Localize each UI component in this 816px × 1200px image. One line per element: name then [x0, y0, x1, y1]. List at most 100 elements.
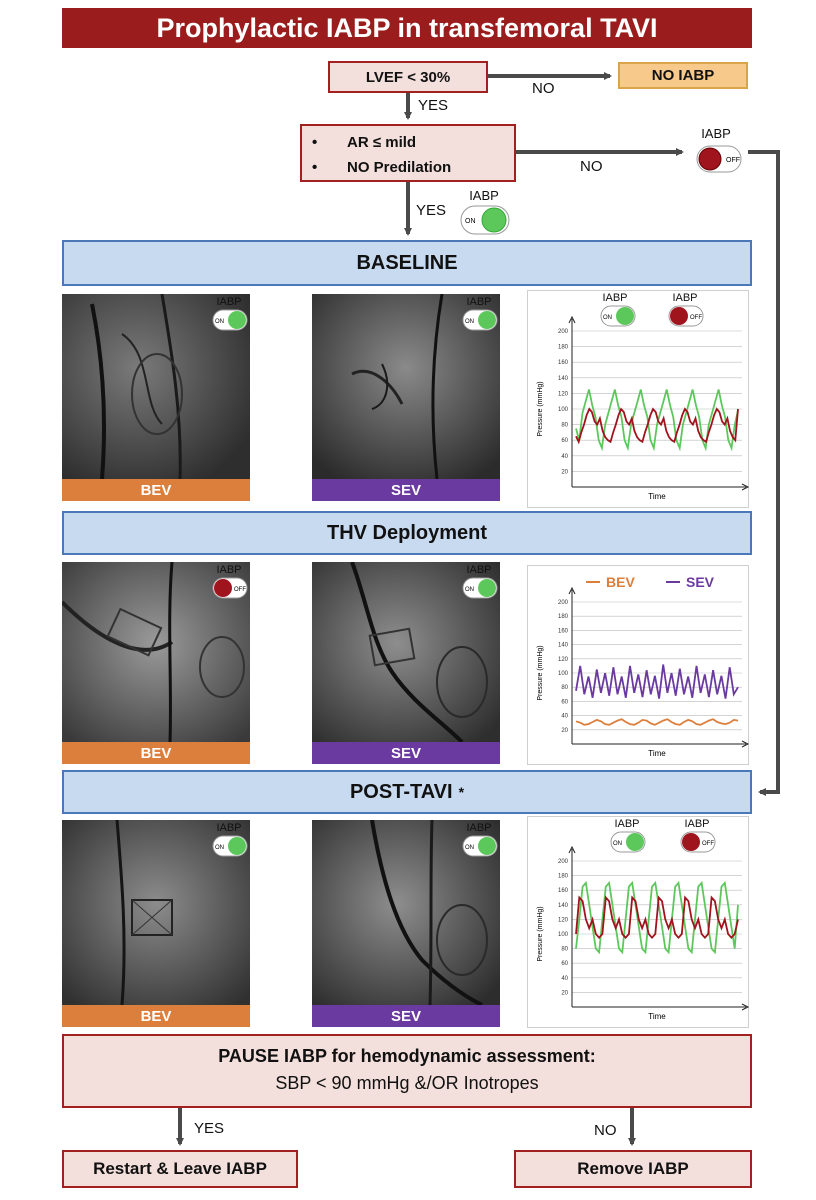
- on-text: ON: [613, 841, 622, 847]
- y-tick-label: 160: [558, 628, 569, 634]
- x-axis-arrow: [741, 740, 750, 748]
- no-label-1: NO: [532, 80, 555, 97]
- on-text: ON: [465, 218, 476, 225]
- y-tick-label: 40: [561, 454, 568, 460]
- post-tavi-band: POST-TAVI *: [62, 770, 752, 814]
- y-tick-label: 200: [558, 329, 569, 335]
- y-tick-label: 100: [558, 932, 569, 938]
- y-tick-label: 140: [558, 376, 569, 382]
- series-line-iabp-on: [575, 389, 739, 452]
- iabp-label: IABP: [216, 564, 242, 576]
- iabp-toggle-off: OFF: [212, 577, 248, 604]
- iabp-toggle-on: ON: [600, 305, 636, 332]
- y-tick-label: 160: [558, 360, 569, 366]
- baseline-sev-image: [312, 294, 500, 479]
- y-axis-label: Pressure (mmHg): [537, 381, 544, 436]
- x-axis-label: Time: [648, 1012, 666, 1021]
- criteria-box: • AR ≤ mild • NO Predilation: [300, 124, 516, 182]
- iabp-label: IABP: [216, 822, 242, 834]
- iabp-toggle-off: OFF: [668, 305, 704, 332]
- iabp-toggle-on: ON: [462, 309, 498, 336]
- y-axis-arrow: [568, 845, 576, 854]
- restart-iabp-box: Restart & Leave IABP: [62, 1150, 298, 1188]
- bev-tag: BEV: [62, 1005, 250, 1027]
- y-tick-label: 120: [558, 917, 569, 923]
- pause-title: PAUSE IABP for hemodynamic assessment:: [218, 1046, 596, 1066]
- x-axis-arrow: [741, 483, 750, 491]
- x-axis-arrow: [741, 1003, 750, 1011]
- series-line-iabp-off: [575, 407, 739, 445]
- criteria-predilation: NO Predilation: [347, 159, 452, 176]
- y-tick-label: 80: [561, 423, 568, 429]
- y-tick-label: 120: [558, 391, 569, 397]
- y-tick-label: 140: [558, 903, 569, 909]
- arrow-to-post-tavi: [748, 150, 780, 796]
- iabp-label-yes: IABP: [469, 188, 499, 203]
- y-axis-label: Pressure (mmHg): [537, 906, 544, 961]
- x-axis-label: Time: [648, 492, 666, 501]
- off-text: OFF: [726, 157, 740, 164]
- y-tick-label: 80: [561, 685, 568, 691]
- x-axis-label: Time: [648, 749, 666, 758]
- iabp-toggle-off-top: OFF: [696, 145, 742, 178]
- criteria-item: • AR ≤ mild: [312, 130, 514, 155]
- iabp-toggle-off: OFF: [680, 831, 716, 858]
- y-tick-label: 40: [561, 714, 568, 720]
- iabp-label: IABP: [466, 296, 492, 308]
- no-iabp-box: NO IABP: [618, 62, 748, 89]
- post-tavi-asterisk: *: [458, 784, 465, 800]
- on-text: ON: [465, 845, 474, 851]
- baseline-pressure-chart: 20 40 60 80 100 120 140 160 180 200 Time Pressure (…: [527, 290, 750, 508]
- pause-criteria: SBP < 90 mmHg &/OR Inotropes: [275, 1073, 539, 1093]
- sev-tag: SEV: [312, 742, 500, 764]
- bev-tag: BEV: [62, 479, 250, 501]
- iabp-label-top: IABP: [701, 126, 731, 141]
- iabp-toggle-on: ON: [462, 835, 498, 862]
- iabp-label: IABP: [684, 818, 710, 830]
- off-text: OFF: [702, 841, 714, 847]
- post-tavi-title: POST-TAVI: [349, 780, 453, 803]
- sev-tag: SEV: [312, 1005, 500, 1027]
- lvef-box: LVEF < 30%: [328, 61, 488, 93]
- page-title: Prophylactic IABP in transfemoral TAVI: [62, 8, 752, 48]
- y-tick-label: 20: [561, 990, 568, 996]
- y-tick-label: 20: [561, 728, 568, 734]
- y-tick-label: 100: [558, 671, 569, 677]
- iabp-toggle-on: ON: [462, 577, 498, 604]
- baseline-band: BASELINE: [62, 240, 752, 286]
- y-tick-label: 180: [558, 874, 569, 880]
- y-tick-label: 200: [558, 859, 569, 865]
- y-tick-label: 140: [558, 643, 569, 649]
- y-tick-label: 180: [558, 614, 569, 620]
- bullet: •: [312, 134, 318, 151]
- y-tick-label: 60: [561, 438, 568, 444]
- deployment-band: THV Deployment: [62, 511, 752, 555]
- y-tick-label: 80: [561, 947, 568, 953]
- y-tick-label: 200: [558, 600, 569, 606]
- on-text: ON: [603, 315, 612, 321]
- on-text: ON: [215, 845, 224, 851]
- y-tick-label: 60: [561, 961, 568, 967]
- yes-label-3: YES: [194, 1120, 225, 1137]
- criteria-ar: AR ≤ mild: [347, 134, 417, 151]
- y-tick-label: 20: [561, 469, 568, 475]
- iabp-label: IABP: [602, 292, 628, 304]
- y-axis-label: Pressure (mmHg): [537, 645, 544, 700]
- iabp-toggle-on: ON: [212, 835, 248, 862]
- yes-label-2: YES: [416, 202, 447, 219]
- series-line-bev: [575, 718, 739, 726]
- legend-label: BEV: [606, 574, 635, 590]
- series-line-sev: [575, 664, 739, 699]
- y-tick-label: 120: [558, 657, 569, 663]
- no-label-3: NO: [594, 1122, 617, 1139]
- y-axis-arrow: [568, 586, 576, 595]
- on-text: ON: [465, 319, 474, 325]
- series-line-iabp-on: [575, 880, 739, 955]
- deployment-pressure-chart: 20 40 60 80 100 120 140 160 180 200 Time Pressure (…: [527, 565, 750, 765]
- iabp-label: IABP: [466, 564, 492, 576]
- off-text: OFF: [690, 315, 702, 321]
- sev-tag: SEV: [312, 479, 500, 501]
- iabp-label: IABP: [672, 292, 698, 304]
- yes-label-1: YES: [418, 97, 449, 114]
